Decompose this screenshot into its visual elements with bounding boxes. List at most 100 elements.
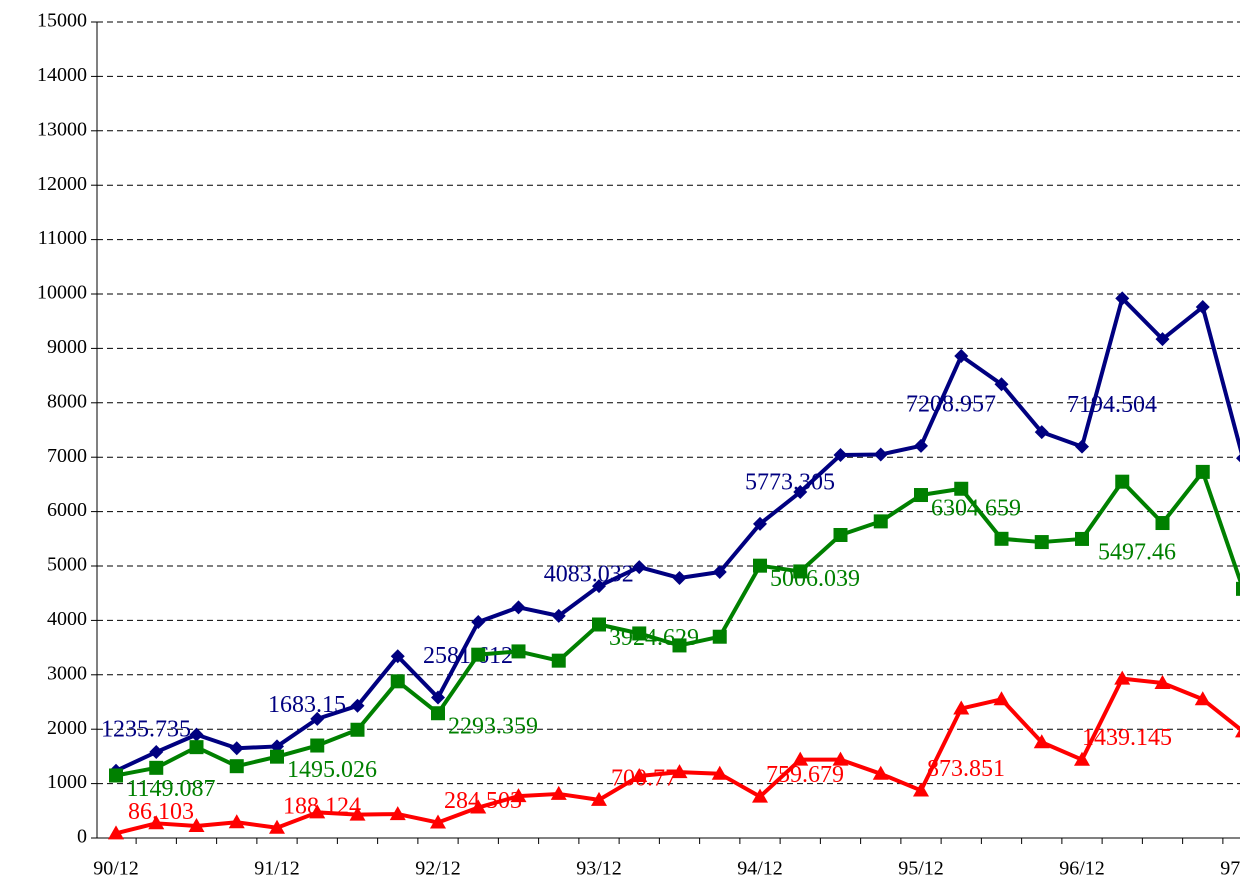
marker bbox=[269, 819, 285, 834]
marker bbox=[430, 814, 446, 829]
marker bbox=[793, 485, 808, 500]
x-tick-label: 97/12 bbox=[1220, 858, 1240, 880]
marker bbox=[914, 488, 928, 503]
data-label: 1149.087 bbox=[126, 776, 215, 802]
marker bbox=[511, 644, 526, 659]
marker bbox=[1235, 728, 1240, 738]
data-label: 4083.032 bbox=[544, 561, 634, 587]
marker bbox=[148, 815, 165, 830]
marker bbox=[350, 698, 365, 713]
marker bbox=[270, 749, 284, 764]
marker bbox=[551, 653, 566, 668]
y-tick-label: 6000 bbox=[47, 499, 87, 521]
marker bbox=[229, 759, 244, 774]
marker bbox=[592, 579, 606, 594]
data-label: 188.124 bbox=[283, 793, 361, 819]
data-label: 3924.629 bbox=[609, 625, 699, 651]
x-tick-label: 94/12 bbox=[737, 858, 783, 880]
marker bbox=[672, 638, 687, 653]
marker bbox=[712, 629, 727, 644]
marker bbox=[189, 740, 204, 755]
data-label: 2581.612 bbox=[423, 643, 513, 669]
y-tick-label: 11000 bbox=[38, 227, 87, 249]
marker bbox=[511, 600, 526, 615]
data-label: 284.503 bbox=[444, 788, 522, 814]
marker bbox=[1074, 751, 1090, 766]
marker bbox=[1033, 734, 1050, 749]
y-tick-label: 2000 bbox=[47, 717, 87, 739]
marker bbox=[229, 741, 244, 756]
marker bbox=[914, 438, 928, 453]
marker bbox=[994, 531, 1009, 546]
marker bbox=[108, 825, 124, 840]
marker bbox=[994, 377, 1009, 392]
marker bbox=[872, 765, 889, 780]
marker bbox=[793, 564, 808, 579]
marker bbox=[551, 608, 566, 623]
marker bbox=[672, 570, 687, 585]
marker bbox=[350, 722, 365, 737]
marker bbox=[470, 799, 487, 814]
marker bbox=[431, 690, 445, 705]
y-tick-label: 1000 bbox=[47, 771, 87, 793]
data-label: 759.679 bbox=[766, 762, 844, 788]
marker bbox=[1034, 535, 1049, 550]
y-tick-label: 7000 bbox=[47, 445, 87, 467]
x-tick-label: 93/12 bbox=[576, 858, 622, 880]
data-label: 1439.145 bbox=[1082, 725, 1172, 751]
marker bbox=[431, 706, 445, 721]
marker bbox=[1155, 516, 1170, 531]
marker bbox=[1236, 581, 1240, 596]
marker bbox=[1195, 464, 1210, 479]
marker bbox=[471, 615, 486, 630]
marker bbox=[833, 448, 848, 463]
data-label: 1495.026 bbox=[287, 757, 377, 783]
y-tick-label: 14000 bbox=[37, 64, 87, 86]
marker bbox=[1194, 691, 1211, 706]
marker bbox=[752, 788, 768, 803]
marker bbox=[109, 768, 123, 783]
marker bbox=[1195, 300, 1210, 315]
data-label: 5773.305 bbox=[745, 469, 835, 495]
data-label: 6304.659 bbox=[931, 496, 1021, 522]
marker bbox=[189, 727, 204, 742]
marker bbox=[833, 527, 848, 542]
marker bbox=[349, 806, 366, 821]
marker bbox=[390, 649, 405, 664]
marker bbox=[1115, 474, 1130, 489]
marker bbox=[1114, 670, 1131, 685]
marker bbox=[310, 738, 325, 753]
marker bbox=[1115, 291, 1130, 306]
marker bbox=[149, 745, 164, 760]
marker bbox=[309, 804, 326, 819]
y-tick-label: 8000 bbox=[47, 390, 87, 412]
y-tick-label: 5000 bbox=[47, 554, 87, 576]
marker bbox=[1155, 332, 1170, 347]
y-tick-label: 12000 bbox=[37, 173, 87, 195]
marker bbox=[389, 806, 406, 821]
data-label: 5006.039 bbox=[770, 566, 860, 592]
data-label: 86.103 bbox=[128, 799, 194, 825]
data-label: 7208.957 bbox=[906, 391, 996, 417]
x-tick-label: 95/12 bbox=[898, 858, 944, 880]
marker bbox=[1236, 454, 1240, 463]
marker bbox=[631, 767, 648, 782]
data-label: 5497.46 bbox=[1098, 539, 1176, 565]
data-label: 873.851 bbox=[927, 756, 1005, 782]
marker bbox=[149, 760, 164, 775]
marker bbox=[753, 558, 767, 573]
marker bbox=[913, 782, 929, 797]
marker bbox=[711, 765, 728, 780]
marker bbox=[228, 814, 245, 829]
x-tick-label: 90/12 bbox=[93, 858, 139, 880]
data-label: 700.77 bbox=[611, 765, 677, 791]
y-tick-label: 15000 bbox=[37, 10, 87, 32]
data-label: 2293.359 bbox=[448, 714, 538, 740]
marker bbox=[1075, 531, 1089, 546]
marker bbox=[954, 481, 969, 496]
marker bbox=[792, 751, 809, 766]
y-tick-label: 4000 bbox=[47, 608, 87, 630]
y-tick-label: 10000 bbox=[37, 282, 87, 304]
marker bbox=[310, 711, 325, 726]
